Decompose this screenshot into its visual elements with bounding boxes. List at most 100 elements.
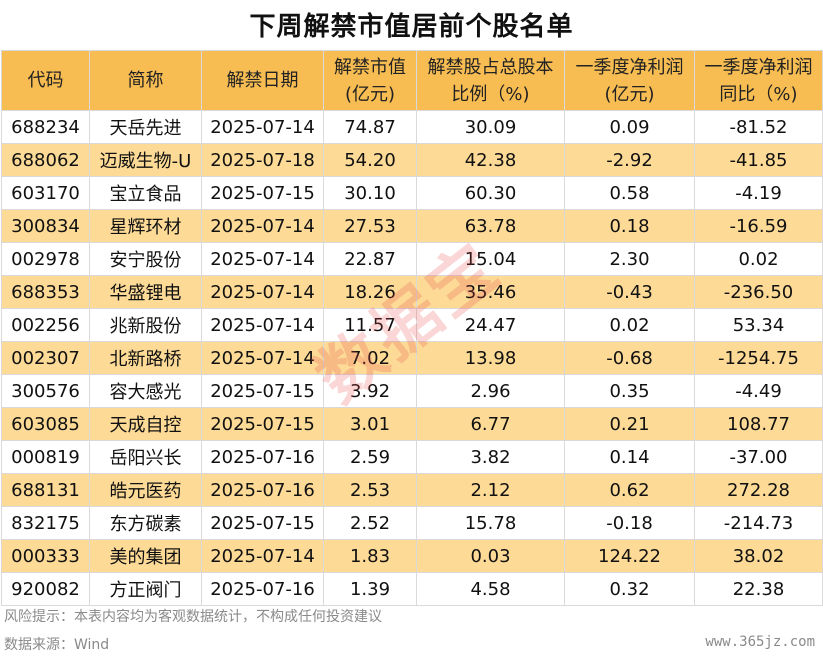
table-cell: 3.01 xyxy=(323,407,417,441)
column-header-line: 解禁日期 xyxy=(226,70,299,91)
table-cell: 2025-07-14 xyxy=(201,209,324,243)
table-cell: 3.92 xyxy=(323,374,417,408)
table-cell: 38.02 xyxy=(694,539,823,573)
table-cell: 124.22 xyxy=(564,539,695,573)
column-header-line: 一季度净利润 xyxy=(575,56,684,78)
table-cell: 15.04 xyxy=(416,242,565,276)
table-cell: 安宁股份 xyxy=(89,242,202,276)
column-header-line: 一季度净利润 xyxy=(704,56,813,78)
table-cell: 11.57 xyxy=(323,308,417,342)
table-cell: 0.21 xyxy=(564,407,695,441)
table-cell: 603170 xyxy=(1,176,90,210)
table-row: 688234 天岳先进 2025-07-14 74.87 30.09 0.09 -81.52 xyxy=(1,110,823,144)
table-cell: -16.59 xyxy=(694,209,823,243)
table-cell: 30.10 xyxy=(323,176,417,210)
table-cell: 24.47 xyxy=(416,308,565,342)
table-cell: 30.09 xyxy=(416,110,565,144)
table-cell: 兆新股份 xyxy=(89,308,202,342)
table-cell: 27.53 xyxy=(323,209,417,243)
table-row: 300834 星辉环材 2025-07-14 27.53 63.78 0.18 -16.59 xyxy=(1,209,823,243)
table-cell: -4.49 xyxy=(694,374,823,408)
data-source: 数据来源：Wind xyxy=(4,637,110,653)
table-cell: 2.96 xyxy=(416,374,565,408)
table-cell: 688234 xyxy=(1,110,90,144)
column-header-line: (亿元) xyxy=(604,83,655,105)
table-cell: 2025-07-14 xyxy=(201,539,324,573)
table-cell: 4.58 xyxy=(416,572,565,606)
table-cell: 天成自控 xyxy=(89,407,202,441)
table-row: 688062 迈威生物-U 2025-07-18 54.20 42.38 -2.92 -41… xyxy=(1,143,823,177)
table-cell: 2025-07-14 xyxy=(201,110,324,144)
table-cell: 60.30 xyxy=(416,176,565,210)
table-cell: -0.68 xyxy=(564,341,695,375)
column-header: 一季度净利润 同比（%) xyxy=(694,50,823,111)
table-cell: 2025-07-14 xyxy=(201,308,324,342)
table-cell: 53.34 xyxy=(694,308,823,342)
table-cell: 0.02 xyxy=(694,242,823,276)
site-watermark: www.365jz.com xyxy=(705,634,815,650)
table-header-row: 代码 简称 解禁日期 解禁市值 (亿元) 解禁股占总股本 比例（%) 一季度净利润 (亿元) 一季… xyxy=(1,50,823,111)
table-cell: 2025-07-16 xyxy=(201,572,324,606)
table-cell: -0.43 xyxy=(564,275,695,309)
table-row: 002256 兆新股份 2025-07-14 11.57 24.47 0.02 53.34 xyxy=(1,308,823,342)
column-header: 简称 xyxy=(89,50,202,111)
column-header-line: 同比（%) xyxy=(719,83,798,105)
table-cell: 2.52 xyxy=(323,506,417,540)
table-row: 832175 东方碳素 2025-07-15 2.52 15.78 -0.18 -214.7… xyxy=(1,506,823,540)
table-cell: -1254.75 xyxy=(694,341,823,375)
table-cell: -214.73 xyxy=(694,506,823,540)
table-cell: 容大感光 xyxy=(89,374,202,408)
table-row: 920082 方正阀门 2025-07-16 1.39 4.58 0.32 22.38 xyxy=(1,572,823,606)
table-body: 688234 天岳先进 2025-07-14 74.87 30.09 0.09 -81.52… xyxy=(1,110,823,606)
table-cell: -2.92 xyxy=(564,143,695,177)
column-header-line: (亿元) xyxy=(344,83,396,105)
column-header-line: 解禁股占总股本 xyxy=(427,56,554,78)
table-cell: 13.98 xyxy=(416,341,565,375)
table-cell: -0.18 xyxy=(564,506,695,540)
column-header-line: 比例（%) xyxy=(451,83,530,105)
column-header: 一季度净利润 (亿元) xyxy=(564,50,695,111)
table-cell: 皓元医药 xyxy=(89,473,202,507)
column-header: 解禁股占总股本 比例（%) xyxy=(416,50,565,111)
table-cell: 2025-07-14 xyxy=(201,341,324,375)
table-cell: 35.46 xyxy=(416,275,565,309)
table-row: 002978 安宁股份 2025-07-14 22.87 15.04 2.30 0.02 xyxy=(1,242,823,276)
table-cell: 272.28 xyxy=(694,473,823,507)
table-cell: 000333 xyxy=(1,539,90,573)
table-cell: 63.78 xyxy=(416,209,565,243)
table-cell: 0.32 xyxy=(564,572,695,606)
table-cell: 宝立食品 xyxy=(89,176,202,210)
column-header: 解禁日期 xyxy=(201,50,324,111)
table-cell: 2.59 xyxy=(323,440,417,474)
table-cell: 0.62 xyxy=(564,473,695,507)
table-cell: 22.38 xyxy=(694,572,823,606)
table-cell: 2025-07-14 xyxy=(201,242,324,276)
column-header-line: 简称 xyxy=(127,70,164,91)
table-cell: 华盛锂电 xyxy=(89,275,202,309)
column-header-line: 解禁市值 xyxy=(334,56,406,78)
table-cell: 2.53 xyxy=(323,473,417,507)
table-cell: 002978 xyxy=(1,242,90,276)
table-cell: 东方碳素 xyxy=(89,506,202,540)
table-cell: -4.19 xyxy=(694,176,823,210)
table-cell: 美的集团 xyxy=(89,539,202,573)
table-cell: 0.09 xyxy=(564,110,695,144)
table-cell: 2025-07-15 xyxy=(201,506,324,540)
table-cell: -41.85 xyxy=(694,143,823,177)
table-row: 688131 皓元医药 2025-07-16 2.53 2.12 0.62 272.28 xyxy=(1,473,823,507)
table-cell: 74.87 xyxy=(323,110,417,144)
table-cell: 688062 xyxy=(1,143,90,177)
table-cell: 920082 xyxy=(1,572,90,606)
table-cell: 星辉环材 xyxy=(89,209,202,243)
table-cell: 2025-07-16 xyxy=(201,473,324,507)
table-row: 300576 容大感光 2025-07-15 3.92 2.96 0.35 -4.49 xyxy=(1,374,823,408)
table-cell: 0.35 xyxy=(564,374,695,408)
table-cell: 18.26 xyxy=(323,275,417,309)
table-cell: 0.58 xyxy=(564,176,695,210)
table-cell: 1.39 xyxy=(323,572,417,606)
table-cell: 3.82 xyxy=(416,440,565,474)
lockup-table: 代码 简称 解禁日期 解禁市值 (亿元) 解禁股占总股本 比例（%) 一季度净利润 (亿元) 一季… xyxy=(1,50,823,606)
table-row: 603170 宝立食品 2025-07-15 30.10 60.30 0.58 -4.19 xyxy=(1,176,823,210)
table-cell: 2025-07-14 xyxy=(201,275,324,309)
table-cell: 0.03 xyxy=(416,539,565,573)
